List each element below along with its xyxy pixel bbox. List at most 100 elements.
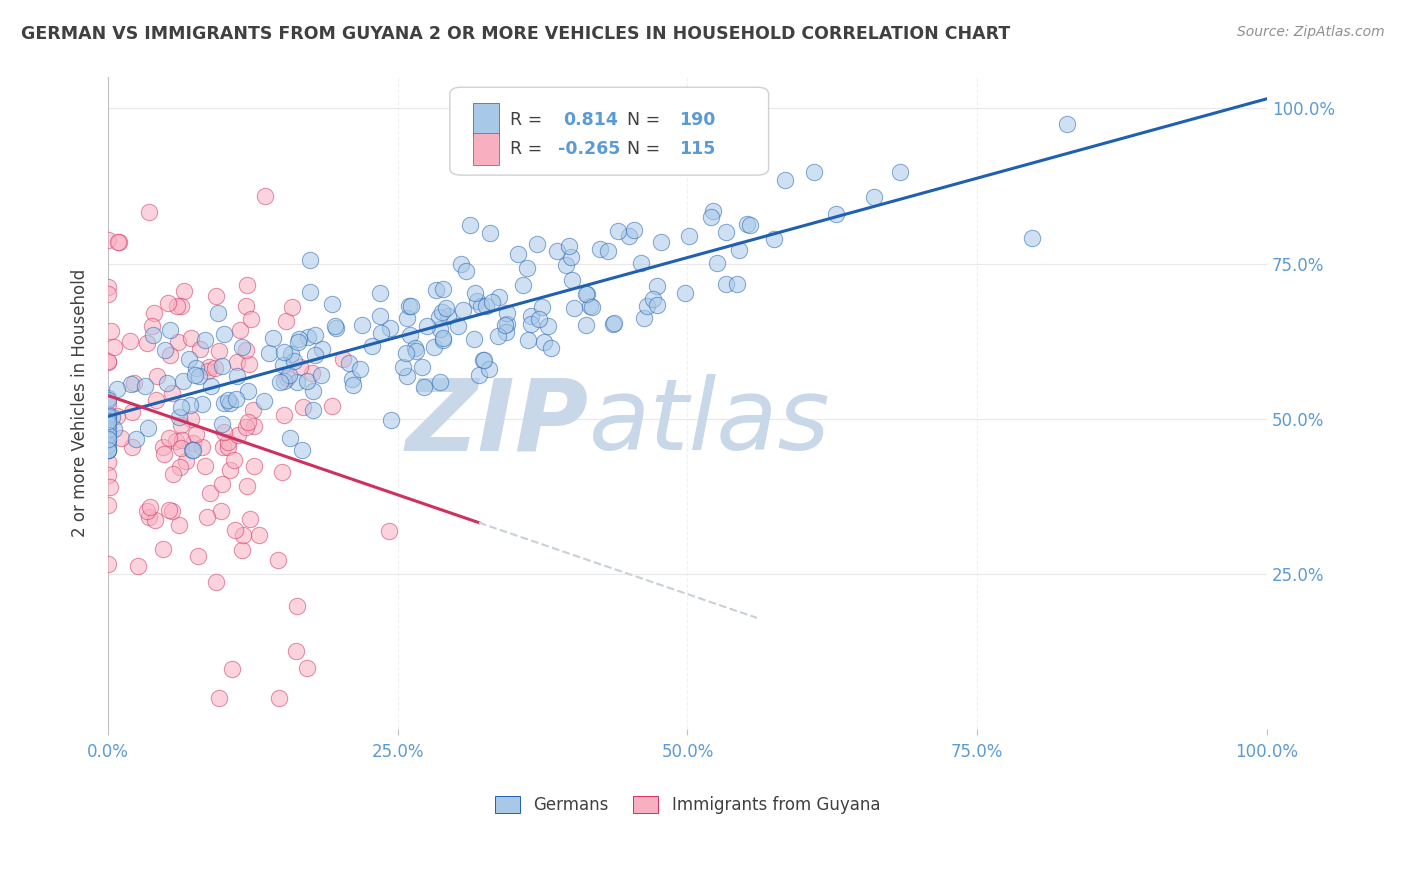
Point [395, 369, 418, 384]
Point [295, 374, 318, 388]
Point [404, 341, 426, 355]
Point [700, 210, 723, 224]
Point [207, 306, 229, 320]
Point [167, 517, 190, 532]
Point [159, 348, 181, 362]
Point [399, 299, 422, 313]
Point [370, 326, 392, 341]
Point [97, 410, 120, 425]
Point [463, 332, 485, 346]
Point [633, 310, 655, 325]
Point [425, 283, 447, 297]
Point [105, 409, 128, 424]
Point [184, 368, 207, 383]
FancyBboxPatch shape [450, 87, 769, 175]
Point [152, 542, 174, 557]
Point [180, 442, 202, 457]
Point [396, 311, 419, 326]
Point [211, 477, 233, 491]
Point [212, 425, 235, 439]
Point [97, 422, 120, 436]
Point [221, 662, 243, 676]
Point [170, 299, 193, 313]
Point [575, 318, 598, 332]
Point [517, 333, 540, 347]
Point [714, 225, 737, 239]
Point [165, 434, 187, 448]
Point [273, 408, 295, 422]
Point [97, 233, 120, 247]
Point [153, 447, 176, 461]
Point [167, 335, 190, 350]
Point [118, 334, 141, 348]
Point [1021, 231, 1043, 245]
Point [287, 375, 309, 389]
Point [342, 372, 364, 386]
Point [259, 345, 281, 359]
Point [269, 375, 291, 389]
Point [380, 321, 402, 335]
Point [368, 285, 391, 300]
Point [468, 368, 491, 383]
Point [211, 440, 233, 454]
Point [706, 256, 728, 270]
Point [298, 285, 321, 299]
Point [225, 355, 247, 369]
Point [194, 459, 217, 474]
Text: 190: 190 [679, 111, 716, 128]
Point [332, 351, 354, 366]
Point [97, 442, 120, 457]
Point [762, 232, 785, 246]
Point [280, 347, 302, 361]
Point [238, 358, 260, 372]
Point [97, 442, 120, 457]
Point [526, 236, 548, 251]
Point [170, 400, 193, 414]
Point [540, 341, 562, 355]
Point [339, 356, 361, 370]
Point [515, 260, 537, 275]
Point [243, 419, 266, 434]
Text: GERMAN VS IMMIGRANTS FROM GUYANA 2 OR MORE VEHICLES IN HOUSEHOLD CORRELATION CHA: GERMAN VS IMMIGRANTS FROM GUYANA 2 OR MO… [21, 25, 1011, 43]
Point [478, 226, 501, 240]
Point [432, 282, 454, 296]
Point [578, 299, 600, 313]
Point [520, 309, 543, 323]
Point [105, 382, 128, 396]
Point [287, 332, 309, 346]
Point [645, 298, 668, 312]
Point [211, 359, 233, 374]
Point [97, 427, 120, 442]
Point [180, 412, 202, 426]
Point [276, 313, 298, 327]
Point [451, 303, 474, 318]
Point [235, 420, 257, 434]
Point [557, 239, 579, 253]
Point [162, 467, 184, 481]
Point [309, 368, 332, 383]
Point [197, 364, 219, 378]
Point [288, 359, 311, 374]
Point [405, 344, 427, 359]
Point [645, 278, 668, 293]
Point [458, 219, 481, 233]
Point [212, 326, 235, 341]
Point [368, 310, 391, 324]
Point [253, 393, 276, 408]
Point [650, 235, 672, 249]
Point [486, 329, 509, 343]
Point [432, 331, 454, 345]
Text: 0.814: 0.814 [564, 111, 619, 128]
Point [283, 353, 305, 368]
Point [235, 277, 257, 292]
Point [101, 410, 124, 425]
Point [603, 316, 626, 330]
Point [740, 218, 762, 232]
Point [97, 425, 120, 439]
Point [135, 336, 157, 351]
Point [240, 312, 263, 326]
Point [97, 558, 120, 572]
Point [160, 504, 183, 518]
Point [236, 415, 259, 429]
Point [474, 352, 496, 367]
